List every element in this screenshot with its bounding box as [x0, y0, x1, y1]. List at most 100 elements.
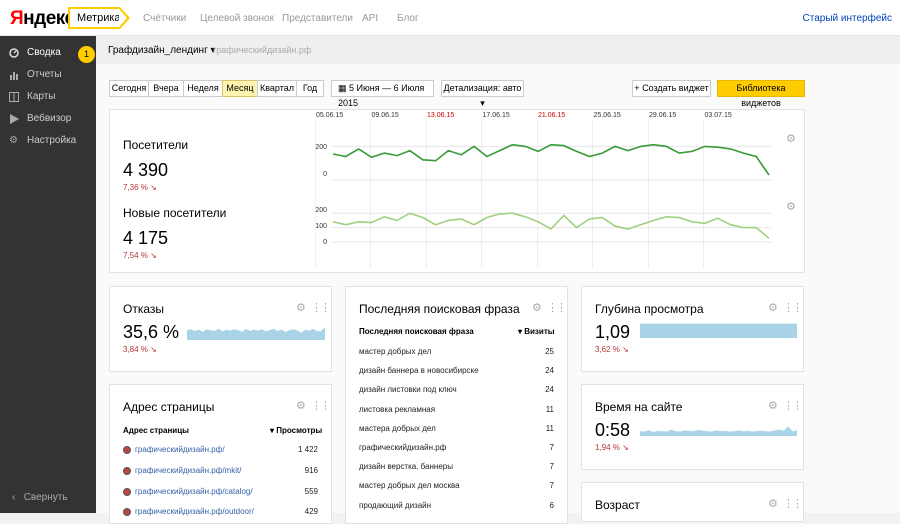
old-interface-link[interactable]: Старый интерфейс: [802, 13, 892, 24]
drag-handle-icon[interactable]: ⋮⋮: [783, 498, 803, 510]
sidebar-item-label: Настройка: [27, 135, 77, 146]
create-widget-button[interactable]: + Создать виджет: [632, 80, 711, 97]
site-bar: Графдизайн_лендинг ▾ графическийдизайн.р…: [96, 36, 900, 64]
search-visits: 7: [549, 481, 554, 491]
search-phrase-card: Последняя поисковая фраза ⚙ ⋮⋮ Последняя…: [345, 286, 568, 524]
main-content: Графдизайн_лендинг ▾ графическийдизайн.р…: [96, 36, 900, 524]
timeline-date-label: 13.06.15: [427, 112, 455, 119]
depth-delta: 3,62 % ↘: [595, 345, 629, 354]
nav-blog[interactable]: Блог: [397, 13, 419, 24]
nav-call-target[interactable]: Целевой звонок: [200, 13, 274, 24]
plus-icon: +: [634, 83, 640, 93]
depth-sparkline: [640, 323, 797, 338]
page-url[interactable]: графическийдизайн.рф/mkit/: [135, 466, 242, 475]
search-visits: 11: [545, 423, 554, 433]
time-on-site-delta: 1,94 % ↘: [595, 443, 629, 452]
depth-card: Глубина просмотра ⚙ ⋮⋮ 1,09 3,62 % ↘: [581, 286, 804, 372]
period-yesterday-button[interactable]: Вчера: [148, 80, 184, 97]
search-visits: 7: [549, 462, 554, 472]
depth-label: Глубина просмотра: [595, 302, 704, 316]
timeline-date-label: 29.06.15: [649, 112, 677, 119]
gear-icon[interactable]: ⚙: [296, 400, 306, 412]
sparkline-area: [640, 426, 797, 436]
timeline-date-label: 17.06.15: [482, 112, 510, 119]
column-header[interactable]: Адрес страницы: [123, 426, 189, 435]
search-visits: 24: [545, 366, 554, 376]
sidebar-item-label: Вебвизор: [27, 113, 72, 124]
timeline-date-label: 21.06.15: [538, 112, 566, 119]
search-visits: 11: [545, 404, 554, 414]
search-phrase: мастер добрых дел москва: [359, 481, 460, 491]
top-bar: Яндекс Метрика Счётчики Целевой звонок П…: [0, 0, 900, 36]
page-url[interactable]: графическийдизайн.рф/: [135, 445, 225, 454]
gear-icon[interactable]: ⚙: [786, 133, 796, 145]
sidebar-item-webvisor[interactable]: Вебвизор: [0, 110, 96, 128]
drag-handle-icon[interactable]: ⋮⋮: [547, 302, 567, 314]
new-visitors-line-chart: [331, 212, 771, 243]
nav-api[interactable]: API: [362, 13, 379, 24]
chevron-down-icon: ▾: [480, 98, 485, 108]
visitors-label: Посетители: [123, 138, 189, 152]
drag-handle-icon[interactable]: ⋮⋮: [783, 302, 803, 314]
visitors-line-chart: [331, 143, 771, 181]
column-header[interactable]: Последняя поисковая фраза: [359, 327, 474, 336]
sidebar-item-label: Сводка: [27, 47, 61, 58]
drag-handle-icon[interactable]: ⋮⋮: [311, 400, 331, 412]
column-header-sorted[interactable]: ▾ Просмотры: [270, 426, 323, 435]
sidebar-item-reports[interactable]: Отчеты: [0, 66, 96, 84]
gear-icon[interactable]: ⚙: [296, 302, 306, 314]
dashboard-icon: [9, 48, 19, 58]
period-year-button[interactable]: Год: [296, 80, 324, 97]
gear-icon[interactable]: ⚙: [768, 302, 778, 314]
y-tick: 0: [323, 171, 327, 178]
search-visits: 6: [549, 500, 554, 510]
gear-icon[interactable]: ⚙: [768, 498, 778, 510]
gear-icon: ⚙: [9, 135, 18, 146]
y-tick: 100: [315, 223, 327, 230]
nav-counters[interactable]: Счётчики: [143, 13, 187, 24]
sidebar-item-maps[interactable]: Карты: [0, 88, 96, 106]
page-views: 916: [304, 466, 318, 475]
drag-handle-icon[interactable]: ⋮⋮: [783, 400, 803, 412]
search-phrase: дизайн баннера в новосибирске: [359, 366, 479, 376]
collapse-label: Свернуть: [23, 492, 68, 503]
column-header-sorted[interactable]: ▾ Визиты: [518, 327, 555, 336]
period-quarter-button[interactable]: Квартал: [257, 80, 297, 97]
search-visits: 25: [545, 347, 554, 356]
gear-icon[interactable]: ⚙: [532, 302, 542, 314]
period-today-button[interactable]: Сегодня: [109, 80, 149, 97]
collapse-sidebar-button[interactable]: ‹ Свернуть: [12, 492, 68, 503]
site-selector[interactable]: Графдизайн_лендинг ▾: [108, 45, 216, 56]
gear-icon[interactable]: ⚙: [786, 201, 796, 213]
depth-value: 1,09: [595, 322, 631, 342]
series-line: [332, 143, 770, 176]
y-tick: 200: [315, 207, 327, 214]
nav-representatives[interactable]: Представители: [282, 13, 353, 24]
sidebar-item-summary[interactable]: Сводка: [0, 44, 96, 62]
product-name[interactable]: Метрика: [68, 7, 130, 29]
yandex-logo[interactable]: Яндекс: [10, 8, 75, 29]
create-widget-label: Создать виджет: [642, 83, 709, 93]
date-range-picker[interactable]: ▦ 5 Июня — 6 Июля 2015: [331, 80, 434, 108]
period-week-button[interactable]: Неделя: [183, 80, 223, 97]
page-url[interactable]: графическийдизайн.рф/catalog/: [135, 487, 253, 496]
notification-badge[interactable]: 1: [78, 46, 95, 63]
search-phrase: продающий дизайн: [359, 500, 432, 510]
search-phrase-title: Последняя поисковая фраза: [359, 302, 520, 316]
age-label: Возраст: [595, 498, 640, 512]
favicon-icon: [123, 467, 131, 475]
page-url[interactable]: графическийдизайн.рф/outdoor/: [135, 507, 254, 516]
sidebar-item-settings[interactable]: ⚙ Настройка: [0, 132, 96, 150]
sidebar: Сводка Отчеты Карты Вебвизор ⚙ Настройка…: [0, 36, 96, 513]
detail-select[interactable]: Детализация: авто ▾: [441, 80, 524, 108]
period-month-button[interactable]: Месяц: [222, 80, 258, 97]
drag-handle-icon[interactable]: ⋮⋮: [311, 302, 331, 314]
gear-icon[interactable]: ⚙: [768, 400, 778, 412]
calendar-icon: ▦: [338, 83, 347, 93]
widget-library-button[interactable]: Библиотека виджетов: [717, 80, 805, 108]
sparkline-area: [640, 323, 797, 338]
bounces-value: 35,6 %: [123, 322, 180, 342]
search-phrase: мастер добрых дел: [359, 347, 432, 356]
sidebar-item-label: Карты: [27, 91, 56, 102]
play-icon: [9, 114, 19, 124]
